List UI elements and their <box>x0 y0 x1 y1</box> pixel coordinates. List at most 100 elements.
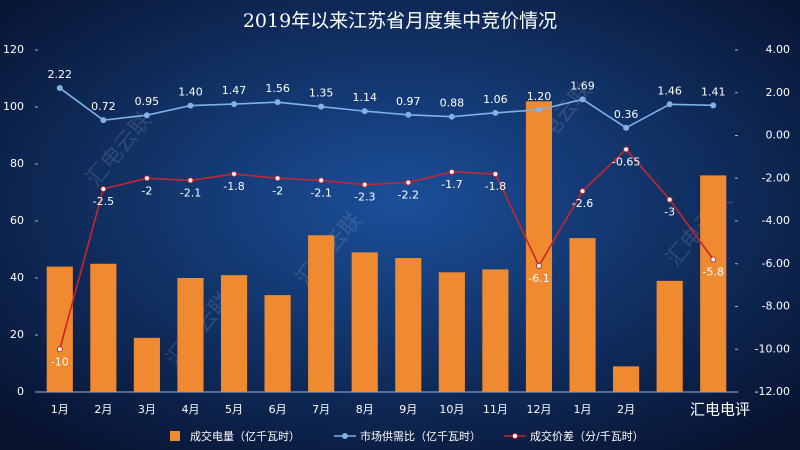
data-label: -0.65 <box>612 155 640 168</box>
data-label: 1.47 <box>222 84 247 97</box>
line <box>59 148 714 350</box>
data-label: -1.8 <box>485 180 506 193</box>
x-tick-label: 6月 <box>269 403 287 416</box>
point <box>579 96 586 103</box>
point <box>535 106 542 113</box>
bar <box>90 263 117 392</box>
bar <box>308 235 335 392</box>
point <box>274 175 281 182</box>
y-tick-label: 120 <box>3 43 24 56</box>
line <box>59 87 714 129</box>
bar <box>700 175 727 392</box>
y2-tick-label: -8.00 <box>762 300 790 313</box>
data-label: -2.3 <box>354 191 375 204</box>
x-tick-label: 4月 <box>181 403 199 416</box>
point <box>492 109 499 116</box>
point <box>361 108 368 115</box>
bar <box>351 252 378 392</box>
data-label: 1.46 <box>657 84 682 97</box>
data-label: -6.1 <box>528 272 549 285</box>
legend-swatch <box>342 433 348 439</box>
data-label: 1.56 <box>265 82 290 95</box>
x-tick-label: 9月 <box>399 403 417 416</box>
point <box>361 181 368 188</box>
data-label: -2.1 <box>180 186 201 199</box>
legend-label: 市场供需比（亿千瓦时） <box>360 429 481 443</box>
data-label: -2.1 <box>310 186 331 199</box>
point <box>100 185 107 192</box>
bar <box>177 278 204 392</box>
point <box>448 168 455 175</box>
point <box>579 188 586 195</box>
point <box>56 346 63 353</box>
point <box>623 146 630 153</box>
bar <box>482 269 509 392</box>
point <box>405 179 412 186</box>
y2-tick-label: 4.00 <box>766 43 791 56</box>
bar <box>46 266 73 392</box>
y-tick-label: 100 <box>3 100 24 113</box>
point <box>666 101 673 108</box>
y2-tick-label: -10.00 <box>755 342 790 355</box>
point <box>448 113 455 120</box>
bar <box>613 366 640 392</box>
y2-tick-label: 2.00 <box>766 86 791 99</box>
point <box>318 177 325 184</box>
point <box>492 170 499 177</box>
legend-swatch <box>170 431 180 441</box>
y-tick-label: 20 <box>10 328 24 341</box>
data-label: -1.8 <box>223 180 244 193</box>
data-label: -2.6 <box>572 197 593 210</box>
data-label: 1.14 <box>352 91 377 104</box>
bar <box>569 238 596 392</box>
y-tick-label: 40 <box>10 271 24 284</box>
data-label: 1.41 <box>701 85 726 98</box>
data-label: 0.88 <box>440 97 465 110</box>
x-tick-label: 8月 <box>356 403 374 416</box>
bar <box>220 275 248 392</box>
bar <box>438 272 465 392</box>
data-label: 0.36 <box>614 108 639 121</box>
brand: 汇电电评 <box>690 401 750 419</box>
point <box>710 102 717 109</box>
y-tick-label: 0 <box>17 385 24 398</box>
x-tick-label: 3月 <box>138 403 156 416</box>
point <box>666 196 673 203</box>
data-label: -3 <box>664 206 675 219</box>
point <box>56 85 63 92</box>
x-tick-label: 2月 <box>94 403 112 416</box>
x-tick-label: 2月 <box>617 403 635 416</box>
y-tick-label: 80 <box>10 157 24 170</box>
data-label: 0.97 <box>396 95 421 108</box>
data-label: 1.20 <box>527 90 552 103</box>
point <box>231 170 238 177</box>
point <box>187 102 194 109</box>
data-label: 0.95 <box>135 95 160 108</box>
y-tick-label: 60 <box>10 214 24 227</box>
data-label: -10 <box>51 355 69 368</box>
legend-swatch <box>512 433 518 439</box>
x-tick-label: 5月 <box>225 403 243 416</box>
y2-tick-label: 0.00 <box>766 129 791 142</box>
x-tick-label: 12月 <box>526 403 551 416</box>
y2-tick-label: -6.00 <box>762 257 790 270</box>
data-label: 1.69 <box>570 79 595 92</box>
data-label: -2 <box>141 184 152 197</box>
data-label: -1.7 <box>441 178 462 191</box>
legend-label: 成交价差（分/千瓦时） <box>530 429 644 443</box>
point <box>143 175 150 182</box>
bar <box>656 280 683 392</box>
point <box>100 117 107 124</box>
data-label: -5.8 <box>702 265 723 278</box>
y2-tick-label: -4.00 <box>762 214 790 227</box>
point <box>318 103 325 110</box>
point <box>187 177 194 184</box>
data-label: -2.2 <box>398 189 419 202</box>
bar <box>395 258 422 392</box>
point <box>231 101 238 108</box>
bar <box>133 337 160 392</box>
data-label: -2.5 <box>93 195 114 208</box>
x-tick-label: 1月 <box>51 403 69 416</box>
chart-title: 2019年以来江苏省月度集中竞价情况 <box>243 10 557 32</box>
